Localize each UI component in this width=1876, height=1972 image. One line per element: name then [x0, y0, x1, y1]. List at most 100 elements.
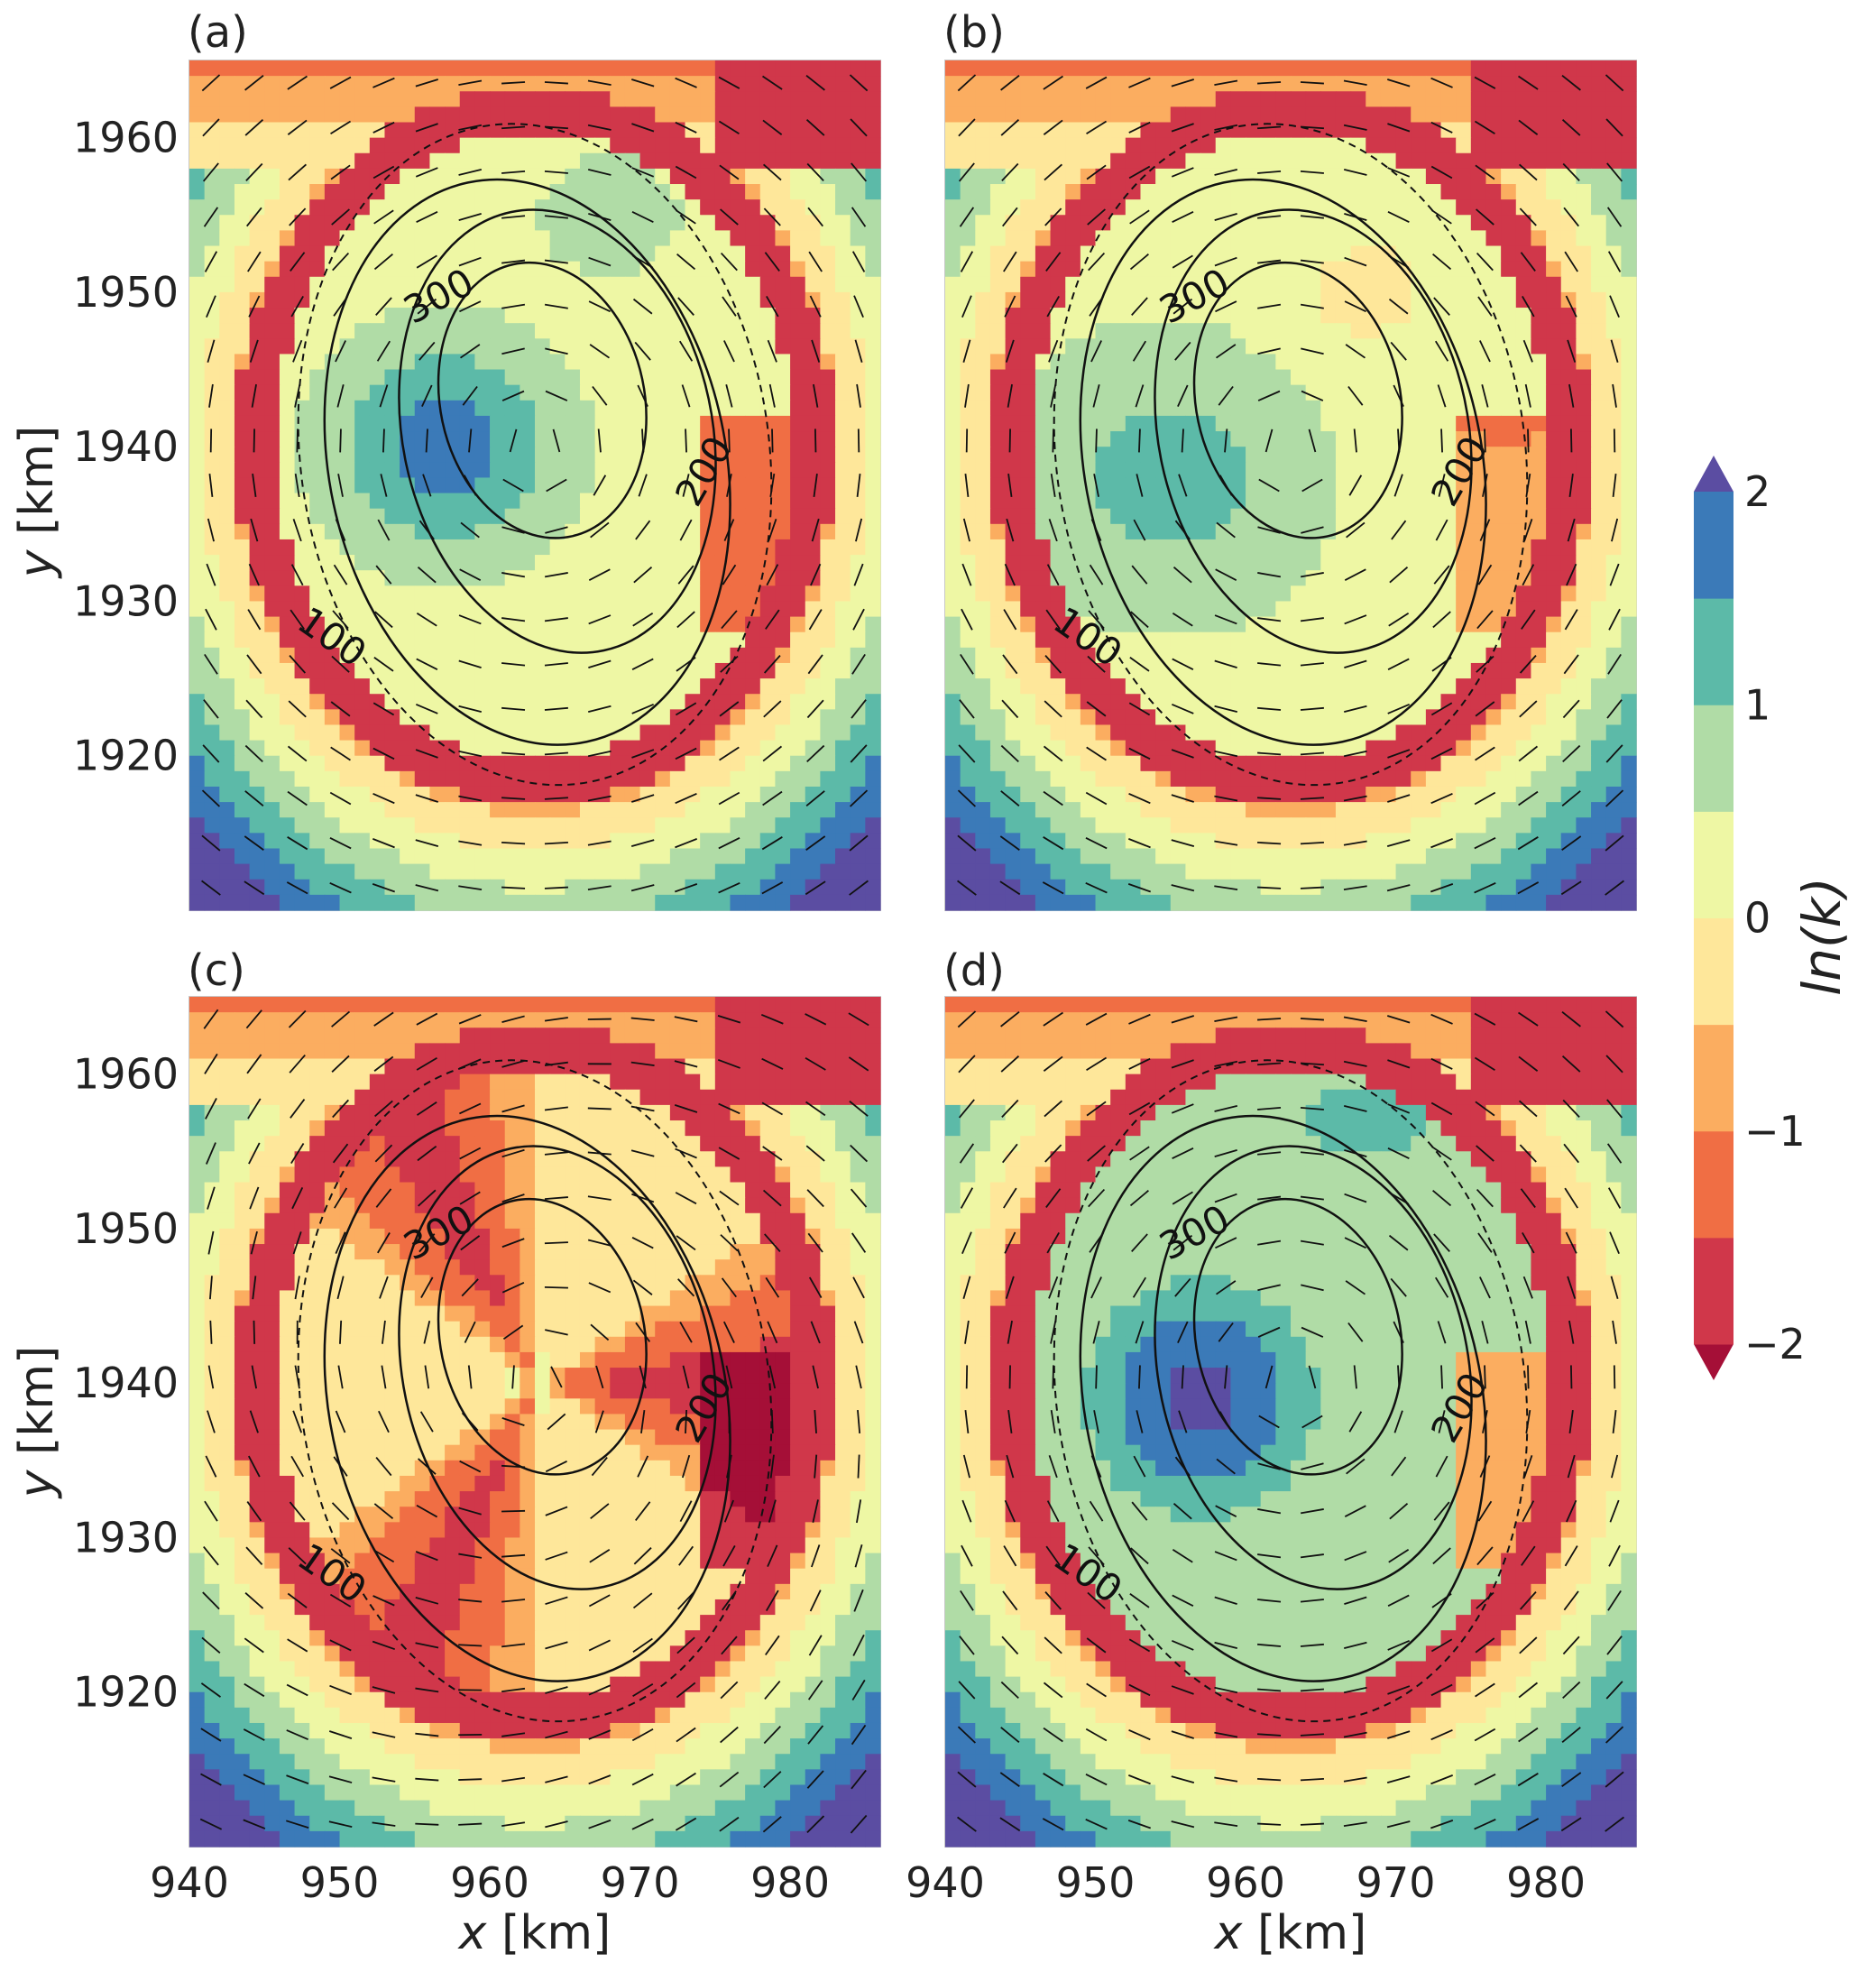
field-cell: [775, 76, 790, 92]
field-cell: [1591, 246, 1606, 263]
field-cell: [219, 262, 234, 278]
field-cell: [851, 60, 866, 77]
field-cell: [189, 539, 205, 556]
field-cell: [1576, 741, 1591, 757]
field-cell: [1471, 91, 1486, 107]
field-cell: [975, 60, 990, 77]
field-cell: [1006, 724, 1021, 741]
field-cell: [384, 724, 400, 741]
field-cell: [550, 462, 566, 478]
field-cell: [325, 585, 340, 602]
field-cell: [1306, 60, 1321, 77]
field-cell: [505, 246, 520, 263]
field-cell: [1621, 60, 1636, 77]
field-cell: [865, 524, 880, 540]
field-cell: [1261, 370, 1276, 386]
field-cell: [790, 447, 805, 463]
field-cell: [945, 230, 961, 246]
field-cell: [715, 709, 731, 725]
field-cell: [1485, 401, 1501, 417]
field-cell: [490, 153, 505, 170]
field-cell: [340, 447, 355, 463]
field-cell: [625, 771, 640, 788]
field-cell: [790, 632, 805, 649]
field-cell: [1230, 199, 1246, 216]
field-cell: [715, 123, 731, 139]
field-cell: [961, 601, 976, 617]
field-cell: [1411, 60, 1426, 77]
field-cell: [610, 787, 625, 803]
field-cell: [1516, 153, 1531, 170]
field-cell: [1246, 431, 1261, 447]
field-cell: [655, 401, 670, 417]
field-cell: [370, 756, 385, 772]
field-cell: [865, 694, 880, 710]
field-cell: [1621, 338, 1636, 355]
field-cell: [384, 123, 400, 139]
field-cell: [820, 555, 835, 571]
field-cell: [535, 756, 550, 772]
field-cell: [655, 493, 670, 510]
field-cell: [580, 771, 595, 788]
field-cell: [295, 817, 310, 834]
field-cell: [460, 833, 475, 849]
field-cell: [745, 416, 760, 432]
field-cell: [1155, 123, 1171, 139]
field-cell: [595, 447, 611, 463]
field-cell: [565, 678, 580, 695]
field-cell: [264, 215, 280, 231]
field-cell: [851, 153, 866, 170]
field-cell: [264, 91, 280, 107]
field-cell: [1110, 91, 1126, 107]
field-cell: [580, 694, 595, 710]
field-cell: [805, 493, 821, 510]
field-cell: [354, 123, 370, 139]
field-cell: [990, 724, 1006, 741]
field-cell: [670, 632, 685, 649]
field-cell: [234, 462, 250, 478]
field-cell: [1531, 447, 1546, 463]
field-cell: [1246, 709, 1261, 725]
field-cell: [234, 493, 250, 510]
field-cell: [415, 477, 430, 493]
field-cell: [445, 724, 460, 741]
field-cell: [990, 308, 1006, 324]
field-cell: [745, 477, 760, 493]
field-cell: [219, 91, 234, 107]
field-cell: [1275, 199, 1291, 216]
field-cell: [205, 153, 220, 170]
field-cell: [520, 76, 535, 92]
field-cell: [1561, 694, 1577, 710]
field-cell: [384, 462, 400, 478]
field-cell: [775, 539, 790, 556]
field-cell: [1185, 632, 1200, 649]
field-cell: [595, 416, 611, 432]
field-cell: [1140, 354, 1155, 370]
field-cell: [1096, 91, 1111, 107]
field-cell: [354, 741, 370, 757]
field-cell: [280, 138, 295, 154]
field-cell: [1411, 385, 1426, 401]
field-cell: [1396, 601, 1412, 617]
field-cell: [219, 524, 234, 540]
field-cell: [730, 431, 745, 447]
field-cell: [1081, 215, 1096, 231]
field-cell: [1336, 323, 1351, 339]
field-cell: [565, 370, 580, 386]
field-cell: [580, 864, 595, 880]
field-cell: [234, 601, 250, 617]
field-cell: [1020, 230, 1035, 246]
field-cell: [1171, 601, 1186, 617]
field-cell: [250, 230, 265, 246]
field-cell: [1591, 308, 1606, 324]
field-cell: [1546, 262, 1561, 278]
field-cell: [295, 262, 310, 278]
field-cell: [961, 123, 976, 139]
field-cell: [219, 678, 234, 695]
field-cell: [415, 153, 430, 170]
field-cell: [1155, 724, 1171, 741]
field-cell: [975, 493, 990, 510]
field-cell: [1065, 60, 1081, 77]
field-cell: [1051, 493, 1066, 510]
field-cell: [961, 184, 976, 200]
